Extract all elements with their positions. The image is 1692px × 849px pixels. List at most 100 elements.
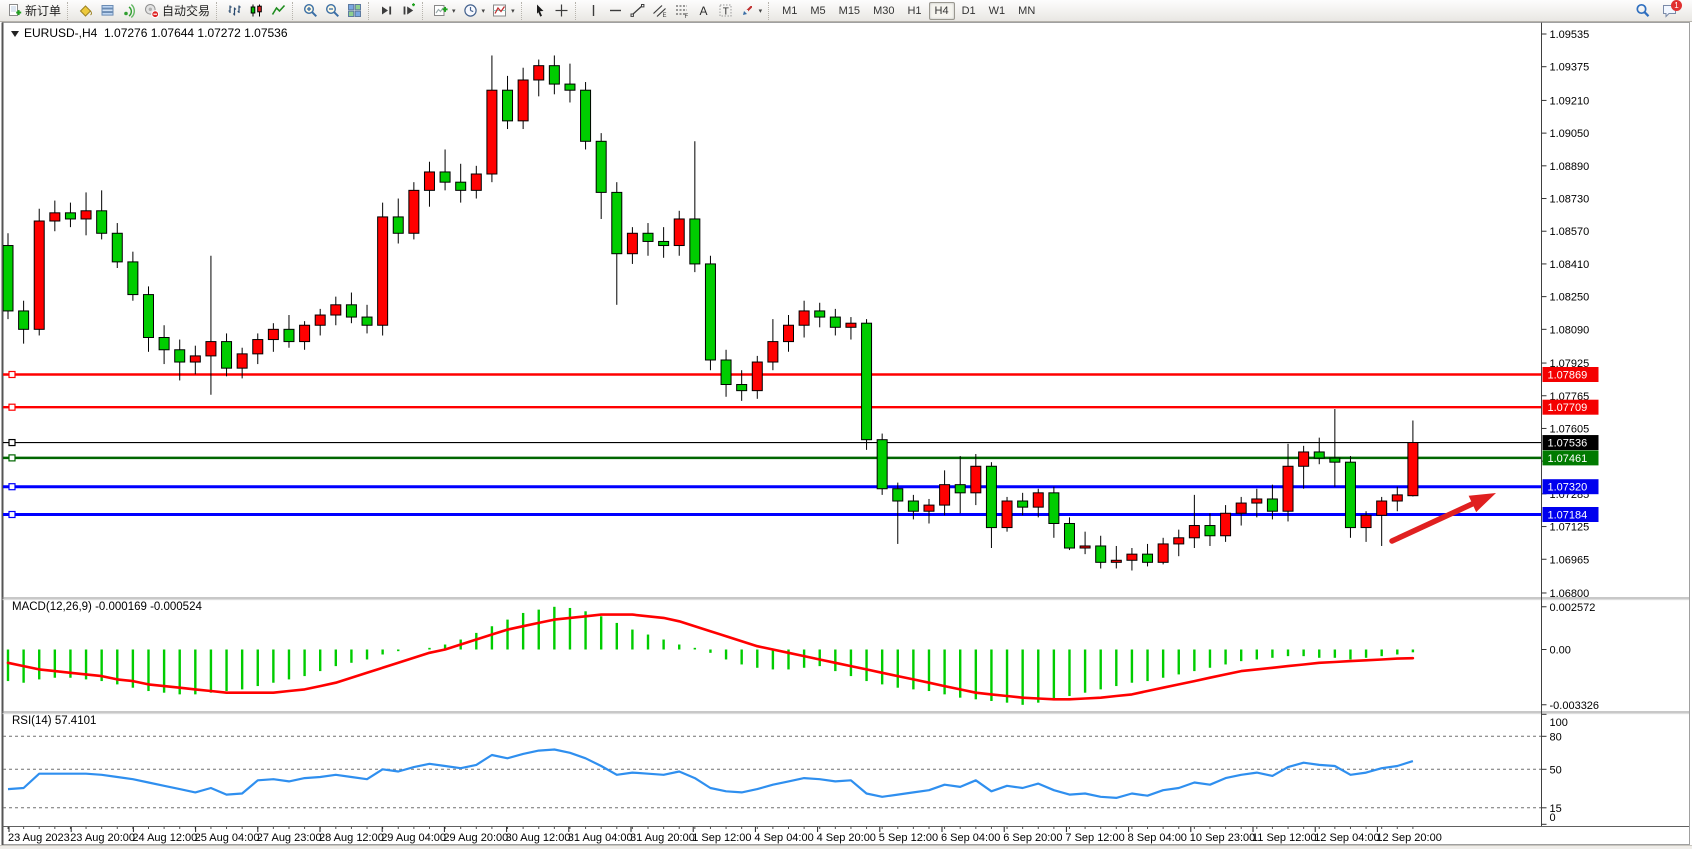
chat-badge: 1 [1671,0,1682,11]
indicators-menu-button[interactable]: ▾ [489,1,518,21]
line-anchor-marker[interactable] [8,403,16,411]
price-flag-1.07184 [1542,506,1599,522]
candle-body-down [720,359,732,386]
chart-shift-button[interactable] [398,1,419,21]
candle-body-down [392,216,404,234]
date-label: 7 Sep 12:00 [1065,832,1124,844]
line-anchor-marker[interactable] [8,483,16,491]
chat-button[interactable]: 1 [1659,0,1682,21]
new-order-button[interactable]: 新订单 [4,1,64,21]
candle-body-up [533,65,545,81]
candle-body-up [33,220,45,330]
candle-body-down [158,337,170,351]
signals-button[interactable] [119,1,140,21]
arrows-tool-button[interactable]: ▾ [737,1,766,21]
candle-body-down [595,140,607,193]
candlestick-chart-button[interactable] [246,1,267,21]
candle-body-up [1126,553,1138,561]
period-selector-button[interactable]: ▾ [460,1,489,21]
text-tool-button[interactable]: A [693,1,714,21]
svg-text:T: T [722,7,728,18]
candle-body-down [1266,498,1278,512]
zoom-out-button[interactable] [322,1,343,21]
chart-candles-icon [250,4,262,17]
trend-arrow-shaft [1389,501,1476,544]
horizontal-line-tool-button[interactable] [605,1,626,21]
bucket-icon [79,5,93,17]
timeframe-m15-button[interactable]: M15 [838,4,861,17]
date-label: 28 Aug 12:00 [319,832,384,844]
zoom-in-icon [304,3,318,18]
styler-button[interactable] [75,1,96,21]
candle-body-up [423,171,435,191]
timeframe-h1-button[interactable]: H1 [907,4,922,17]
line-anchor-marker[interactable] [8,370,16,379]
candle-body-down [142,294,154,339]
candle-body-down [1329,457,1341,463]
price-axis: 1.09535 1.09375 1.09210 1.09050 1.08890 1.087… [1541,29,1599,600]
bar-chart-button[interactable] [224,1,245,21]
zoom-out-icon [326,3,340,18]
candle-body-down [127,261,139,296]
timeframe-m5-button[interactable]: M5 [810,4,826,17]
line-anchor-marker[interactable] [8,454,16,462]
scroll-to-end-button[interactable] [376,1,397,21]
signal-icon [124,3,135,18]
price-tick-label: 1.09210 [1550,95,1590,107]
macd-signal-line [6,613,1415,701]
text-t-icon: T [719,4,732,18]
candle-body-down [18,310,30,330]
vertical-line-tool-button[interactable] [583,1,604,21]
price-flag-label: 1.07320 [1548,482,1588,494]
status-bar [0,845,1692,849]
crosshair-button[interactable] [551,1,572,21]
timeframe-m30-button[interactable]: M30 [873,4,895,17]
tile-windows-button[interactable] [344,1,365,21]
price-flag-label: 1.07536 [1548,438,1588,450]
date-label: 24 Aug 12:00 [132,832,197,844]
candle-body-up [377,216,389,326]
trendline-tool-button[interactable] [627,1,648,21]
candle-body-up [1079,545,1091,549]
candle-body-down [439,171,451,183]
line-chart-button[interactable] [268,1,289,21]
search-button[interactable] [1632,1,1653,21]
equidistant-channel-tool-button[interactable]: E [649,1,670,21]
timeframe-d1-button[interactable]: D1 [961,4,976,17]
candle-body-down [876,439,888,490]
candle-body-up [1407,442,1419,497]
auto-trading-label: 自动交易 [162,4,211,18]
price-tick-label: 1.08410 [1550,259,1590,271]
fibonacci-tool-button[interactable]: F [671,1,692,21]
line-anchor-marker[interactable] [8,438,16,447]
date-label: 30 Aug 12:00 [506,832,571,844]
line-anchor-marker[interactable] [8,510,16,519]
chart-canvas[interactable]: 1.09535 1.09375 1.09210 1.09050 1.08890 1.087… [0,22,1692,845]
price-tick-label: 1.08890 [1550,161,1590,173]
chevron-down-icon: ▾ [511,7,515,15]
price-flag-label: 1.07461 [1548,453,1588,465]
candle-body-up [939,484,951,506]
auto-trading-button[interactable]: 自动交易 [141,1,213,21]
text-label-tool-button[interactable]: T [715,1,736,21]
toolbar-separator [67,1,72,20]
timeframe-m1-button[interactable]: M1 [782,4,798,17]
zoom-in-button[interactable] [300,1,321,21]
profiles-button[interactable] [97,1,118,21]
svg-text:A: A [699,4,707,18]
toolbar-separator [216,1,221,20]
timeframe-mn-button[interactable]: MN [1018,4,1036,17]
candle-body-down [985,465,997,529]
candle-body-down [455,181,467,191]
macd-axis-label: -0.003326 [1550,700,1600,712]
date-label: 25 Aug 04:00 [195,832,260,844]
candle-body-up [767,341,779,363]
timeframe-w1-button[interactable]: W1 [988,4,1006,17]
add-chart-icon [434,5,448,16]
symbol-collapse-icon[interactable] [11,31,19,37]
new-chart-button[interactable]: ▾ [430,1,459,21]
candle-body-down [861,322,873,441]
timeframe-h4-button[interactable]: H4 [928,1,955,20]
cursor-button[interactable] [529,1,550,21]
candle-body-up [205,341,217,357]
